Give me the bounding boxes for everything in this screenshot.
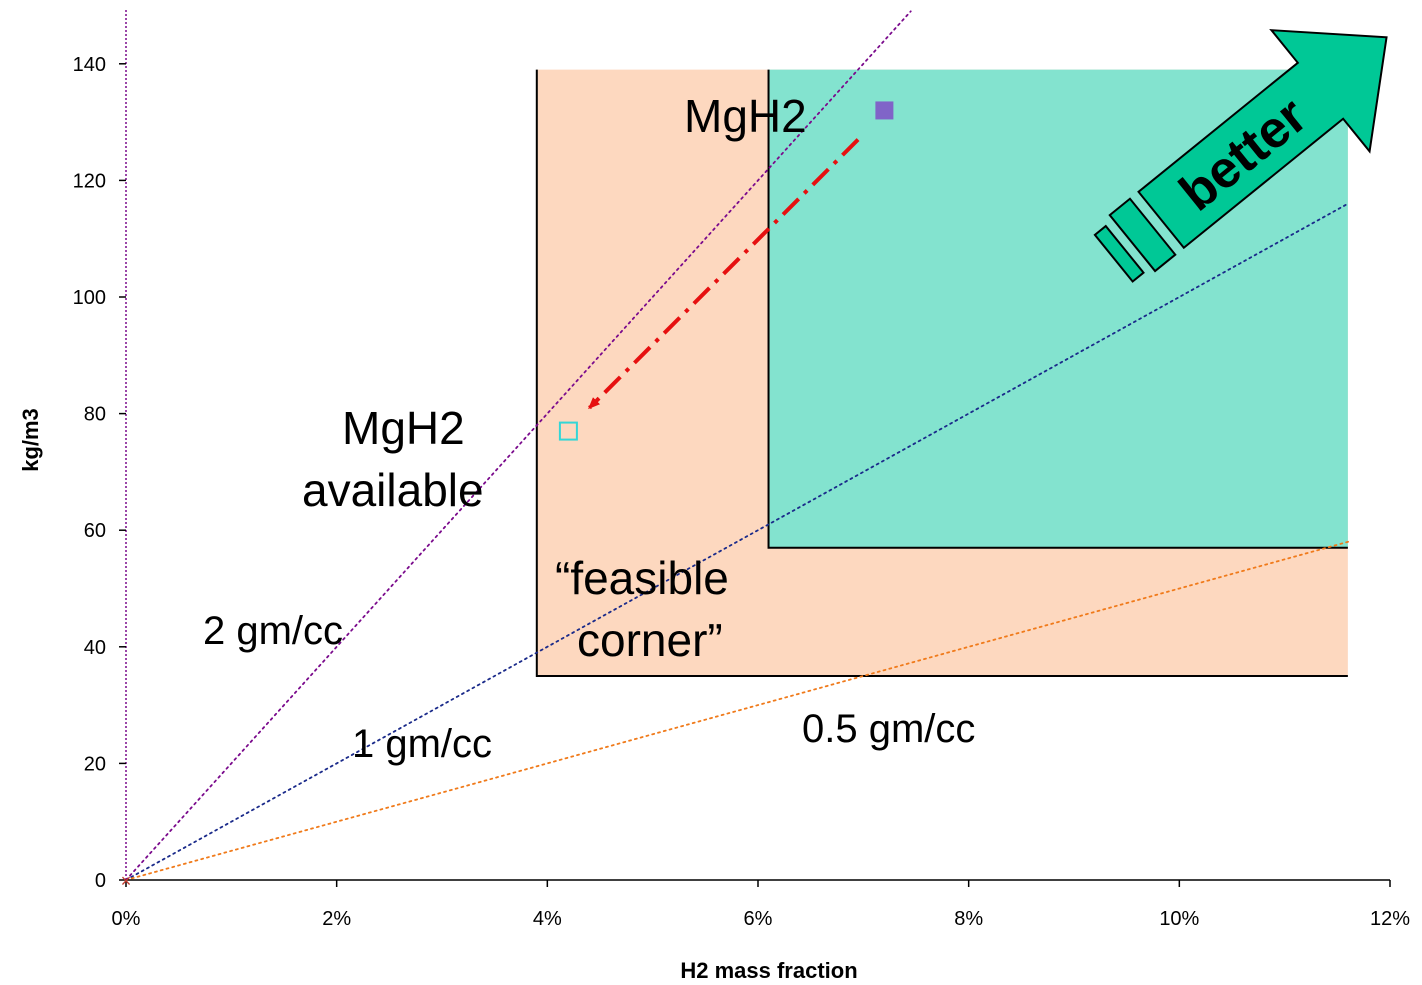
origin-marker: ×	[121, 871, 132, 891]
y-tick-label: 100	[73, 287, 106, 309]
x-tick-label: 12%	[1370, 908, 1410, 930]
feasible-corner-label-line2: corner”	[577, 614, 723, 666]
density-lines	[125, 10, 1350, 881]
x-ticks: 0% 2% 4% 6% 8% 10% 12%	[112, 880, 1410, 930]
density-2-label: 2 gm/cc	[203, 609, 343, 653]
density-line-2	[125, 540, 1350, 881]
y-tick-label: 60	[84, 520, 106, 542]
density-line-1	[125, 202, 1350, 881]
x-tick-label: 6%	[744, 908, 773, 930]
y-tick-label: 40	[84, 637, 106, 659]
x-tick-label: 0%	[112, 908, 141, 930]
better-arrow-stripe	[1108, 197, 1177, 273]
x-tick-label: 4%	[533, 908, 562, 930]
y-tick-label: 0	[95, 870, 106, 892]
y-tick-label: 80	[84, 404, 106, 426]
feasible-corner-label-line1: “feasible	[555, 552, 729, 604]
density-05-label: 0.5 gm/cc	[802, 707, 975, 751]
better-arrow-stripe	[1093, 224, 1145, 283]
mgh2-label: MgH2	[684, 90, 807, 142]
x-axis-title: H2 mass fraction	[680, 958, 857, 983]
x-tick-label: 2%	[322, 908, 351, 930]
y-tick-label: 120	[73, 170, 106, 192]
mgh2-available-marker	[558, 421, 578, 441]
x-tick-label: 10%	[1159, 908, 1199, 930]
mgh2-available-label-line1: MgH2	[342, 402, 465, 454]
degradation-arrow	[588, 138, 860, 410]
density-1-label: 1 gm/cc	[352, 722, 492, 766]
y-tick-label: 140	[73, 54, 106, 76]
better-arrow-body	[1137, 29, 1388, 250]
axes: 0% 2% 4% 6% 8% 10% 12% 0 20 40 60 80 100 120 140 ×	[73, 8, 1410, 930]
y-axis-title: kg/m3	[18, 408, 43, 472]
x-tick-label: 8%	[954, 908, 983, 930]
feasible-region-outline	[535, 69, 1348, 677]
y-ticks: 0 20 40 60 80 100 120 140 ×	[73, 54, 132, 892]
y-tick-label: 20	[84, 753, 106, 775]
mgh2-marker	[875, 101, 894, 120]
mgh2-available-label-line2: available	[302, 464, 484, 516]
